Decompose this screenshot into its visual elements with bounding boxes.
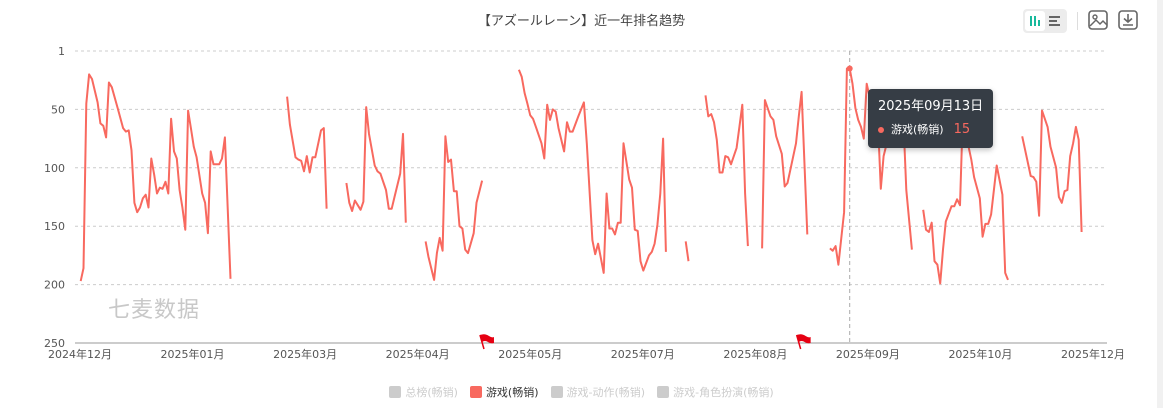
tooltip-value: 15 (953, 122, 971, 137)
series-line-segment (517, 69, 667, 274)
tooltip-date: 2025年09月13日 (878, 99, 984, 114)
list-icon (1049, 16, 1060, 26)
x-tick-label: 2025年03月 (273, 347, 337, 361)
x-tick-label: 2025年08月 (723, 347, 787, 361)
x-tick-label: 2025年09月 (836, 347, 900, 361)
x-tick-label: 2024年12月 (48, 347, 112, 361)
flag-cloth (796, 334, 811, 344)
legend-swatch (550, 386, 563, 398)
series-line-segment (286, 96, 328, 209)
watermark: 七麦数据 (108, 298, 201, 323)
event-flag-icon (795, 334, 811, 350)
save-image-button[interactable] (1087, 9, 1109, 31)
series-line-segment (1021, 109, 1083, 233)
series-line-segment (684, 241, 690, 262)
bar-chart-icon (1030, 16, 1040, 26)
event-flag-icon (479, 334, 494, 350)
x-tick-label: 2025年05月 (498, 347, 562, 361)
y-tick-label: 1 (58, 45, 65, 58)
legend-item-overall[interactable]: 总榜(畅销) (389, 384, 458, 400)
flag-cloth (479, 334, 494, 344)
legend-item-game-action[interactable]: 游戏-动作(畅销) (550, 384, 646, 400)
y-tick-label: 250 (44, 337, 65, 350)
tooltip: 2025年09月13日 游戏(畅销) 15 (868, 89, 994, 148)
x-tick-label: 2025年01月 (161, 347, 225, 361)
series-line-segment (922, 114, 1009, 285)
download-button[interactable] (1117, 9, 1139, 31)
x-tick-label: 2025年04月 (386, 347, 450, 361)
y-tick-label: 50 (51, 103, 65, 116)
series-line-segment (704, 95, 749, 247)
legend-label: 游戏(畅销) (485, 386, 539, 399)
y-tick-label: 100 (44, 162, 65, 175)
legend-swatch (389, 386, 402, 398)
toolbar-divider (1077, 12, 1078, 30)
legend-item-game-rpg[interactable]: 游戏-角色扮演(畅销) (657, 384, 774, 400)
x-tick-label: 2025年07月 (611, 347, 675, 361)
y-tick-label: 200 (44, 279, 65, 292)
series-line-segment (345, 106, 407, 223)
x-tick-label: 2025年10月 (948, 347, 1012, 361)
legend-label: 游戏-角色扮演(畅销) (673, 386, 774, 399)
series-line-segment (424, 135, 484, 281)
x-tick-label: 2025年12月 (1061, 347, 1125, 361)
view-toggle[interactable] (1023, 9, 1067, 33)
download-icon (1118, 10, 1138, 30)
y-tick-label: 150 (44, 220, 65, 233)
legend-label: 总榜(畅销) (405, 386, 458, 399)
image-save-icon (1088, 10, 1108, 30)
tooltip-series-dot (878, 127, 884, 133)
highlight-point (846, 65, 853, 72)
chart-view-button[interactable] (1025, 11, 1045, 31)
series-line-segment (761, 90, 809, 249)
series-line-segment (79, 73, 232, 282)
tooltip-row: 游戏(畅销) 15 (878, 123, 983, 137)
legend-item-game[interactable]: 游戏(畅销) (469, 384, 539, 400)
list-view-button[interactable] (1045, 11, 1065, 31)
legend-label: 游戏-动作(畅销) (566, 386, 646, 399)
tooltip-series-name: 游戏(畅销) (891, 123, 944, 136)
legend-swatch (469, 386, 482, 398)
legend: 总榜(畅销) 游戏(畅销) 游戏-动作(畅销) 游戏-角色扮演(畅销) (0, 384, 1163, 400)
scrollbar[interactable] (1157, 0, 1163, 408)
chart-title: 【アズールレーン】近一年排名趋势 (477, 14, 686, 29)
legend-swatch (657, 386, 670, 398)
